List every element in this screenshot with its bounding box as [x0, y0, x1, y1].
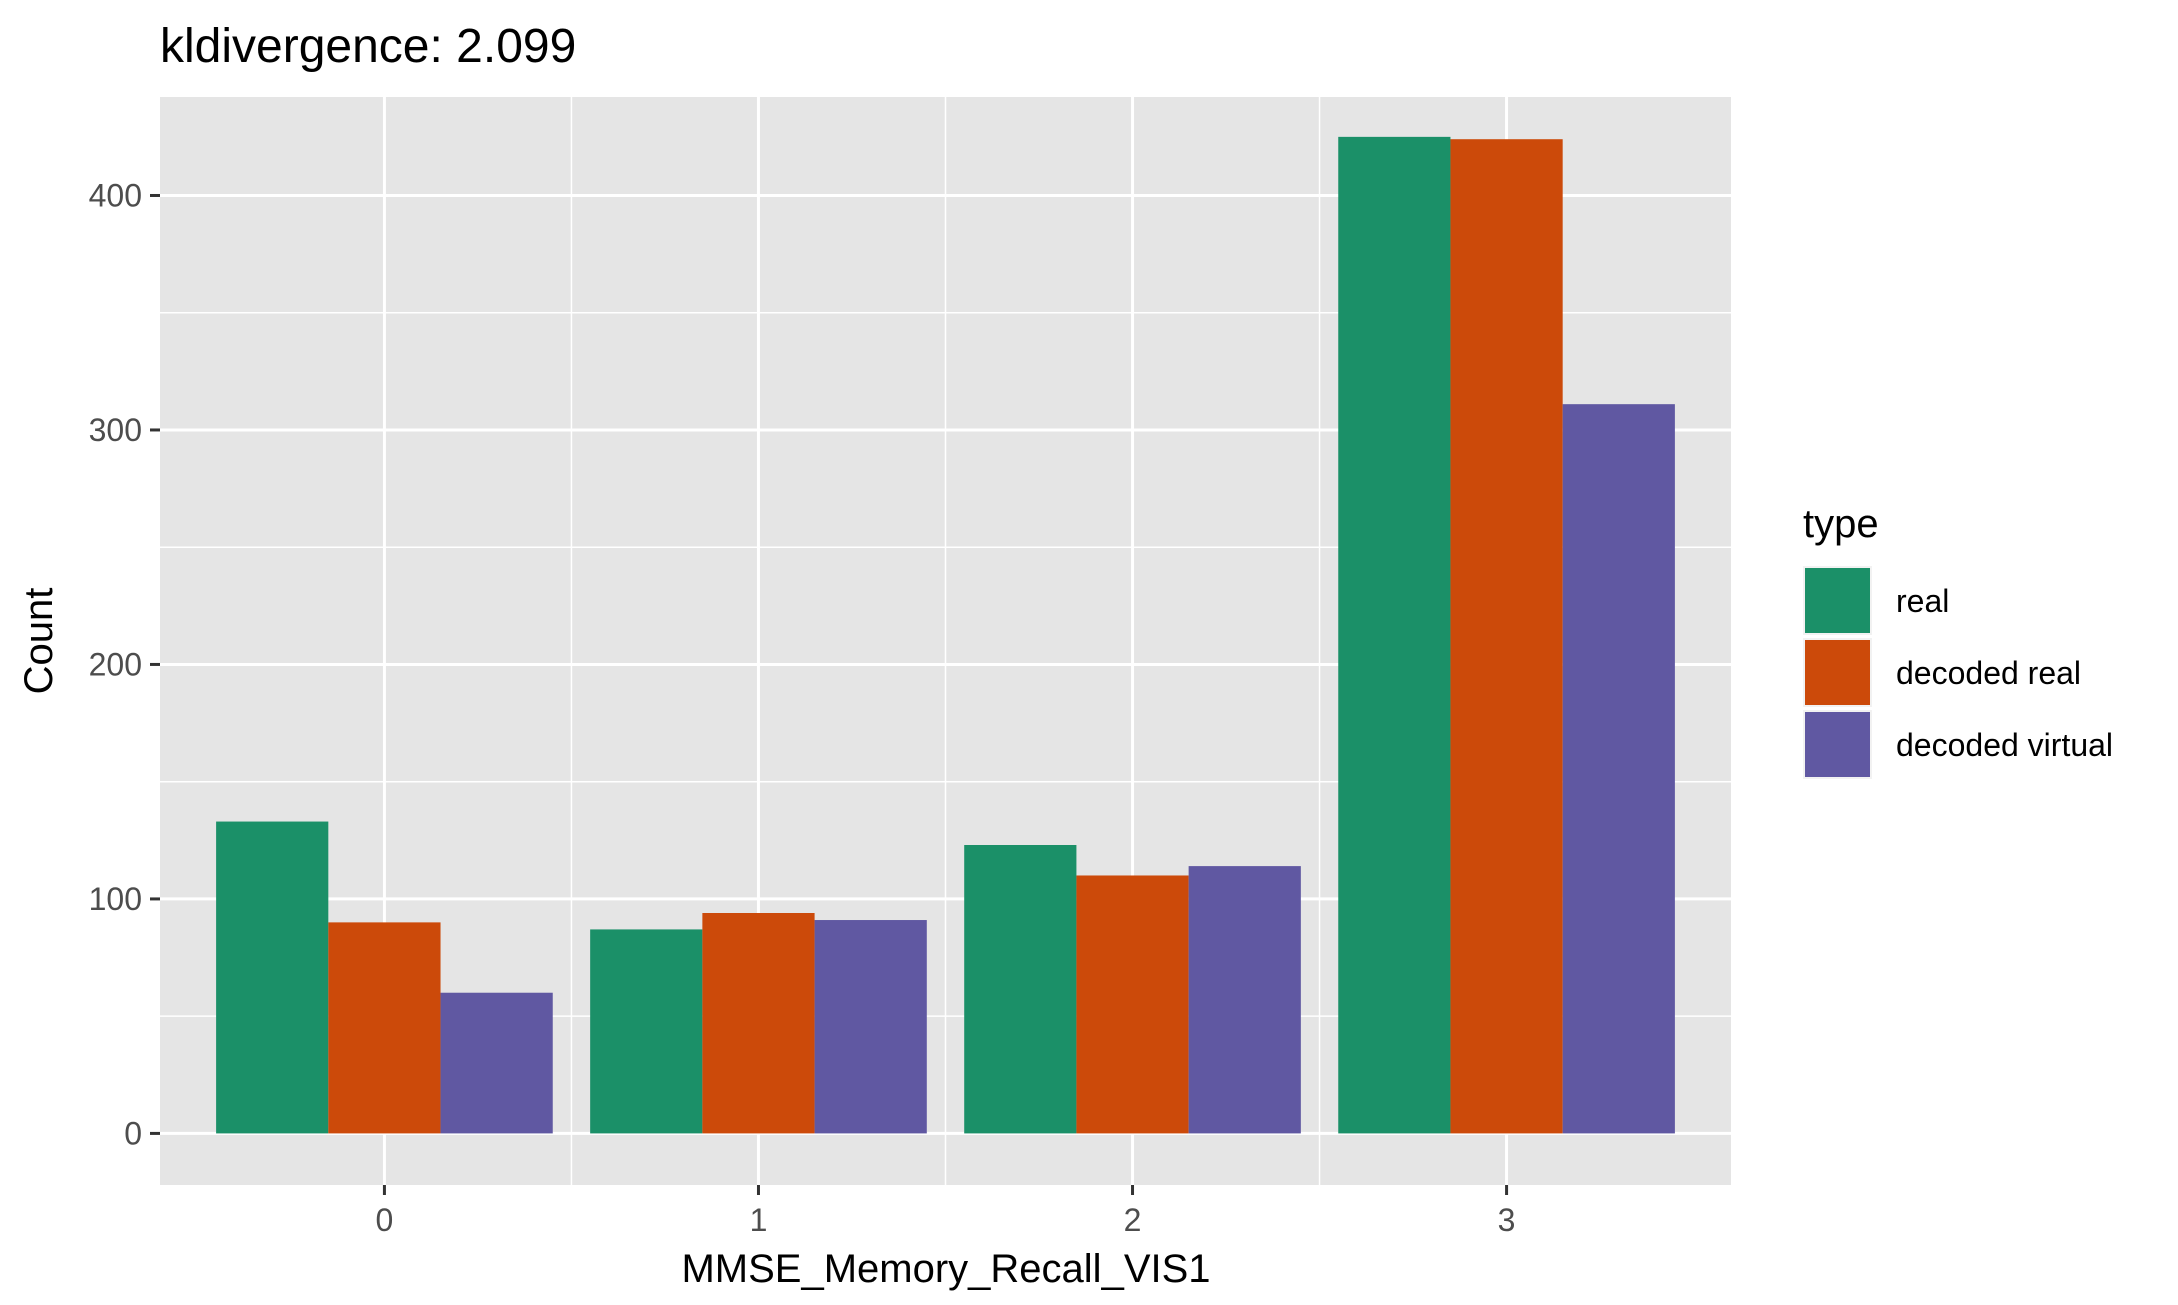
y-tick-label: 400 [89, 177, 142, 213]
x-tick-label: 2 [1124, 1202, 1142, 1238]
legend-title: type [1803, 502, 1879, 546]
y-tick-label: 0 [124, 1115, 142, 1151]
bar-decoded-virtual-2 [1188, 866, 1301, 1134]
bar-real-2 [964, 845, 1077, 1134]
x-tick-label: 3 [1498, 1202, 1516, 1238]
y-tick-label: 100 [89, 881, 142, 917]
y-tick-label: 200 [89, 646, 142, 682]
bar-decoded-real-3 [1450, 139, 1563, 1134]
legend-label: real [1896, 583, 1949, 619]
bar-real-3 [1338, 136, 1451, 1134]
x-axis: 0 1 2 3 [376, 1185, 1516, 1238]
y-axis: 0 100 200 300 400 [89, 177, 160, 1151]
legend-label: decoded virtual [1896, 727, 2113, 763]
bar-decoded-real-0 [328, 922, 441, 1134]
bars [216, 136, 1675, 1134]
x-tick-label: 1 [750, 1202, 768, 1238]
chart-title: kldivergence: 2.099 [160, 20, 576, 73]
x-axis-title: MMSE_Memory_Recall_VIS1 [681, 1247, 1210, 1291]
bar-decoded-real-2 [1076, 875, 1189, 1134]
bar-decoded-real-1 [702, 913, 815, 1134]
legend-label: decoded real [1896, 655, 2081, 691]
y-tick-label: 300 [89, 412, 142, 448]
bar-real-1 [590, 929, 703, 1134]
legend: type real decoded real decoded virtual [1803, 502, 2113, 779]
bar-decoded-virtual-0 [440, 992, 553, 1134]
x-tick-label: 0 [376, 1202, 394, 1238]
bar-real-0 [216, 821, 329, 1134]
legend-key-decoded-virtual [1805, 712, 1870, 777]
legend-key-decoded-real [1805, 640, 1870, 705]
bar-decoded-virtual-3 [1562, 404, 1675, 1134]
bar-decoded-virtual-1 [814, 920, 927, 1134]
y-axis-title: Count [17, 588, 61, 695]
legend-items: real decoded real decoded virtual [1803, 566, 2113, 779]
legend-key-real [1805, 568, 1870, 633]
